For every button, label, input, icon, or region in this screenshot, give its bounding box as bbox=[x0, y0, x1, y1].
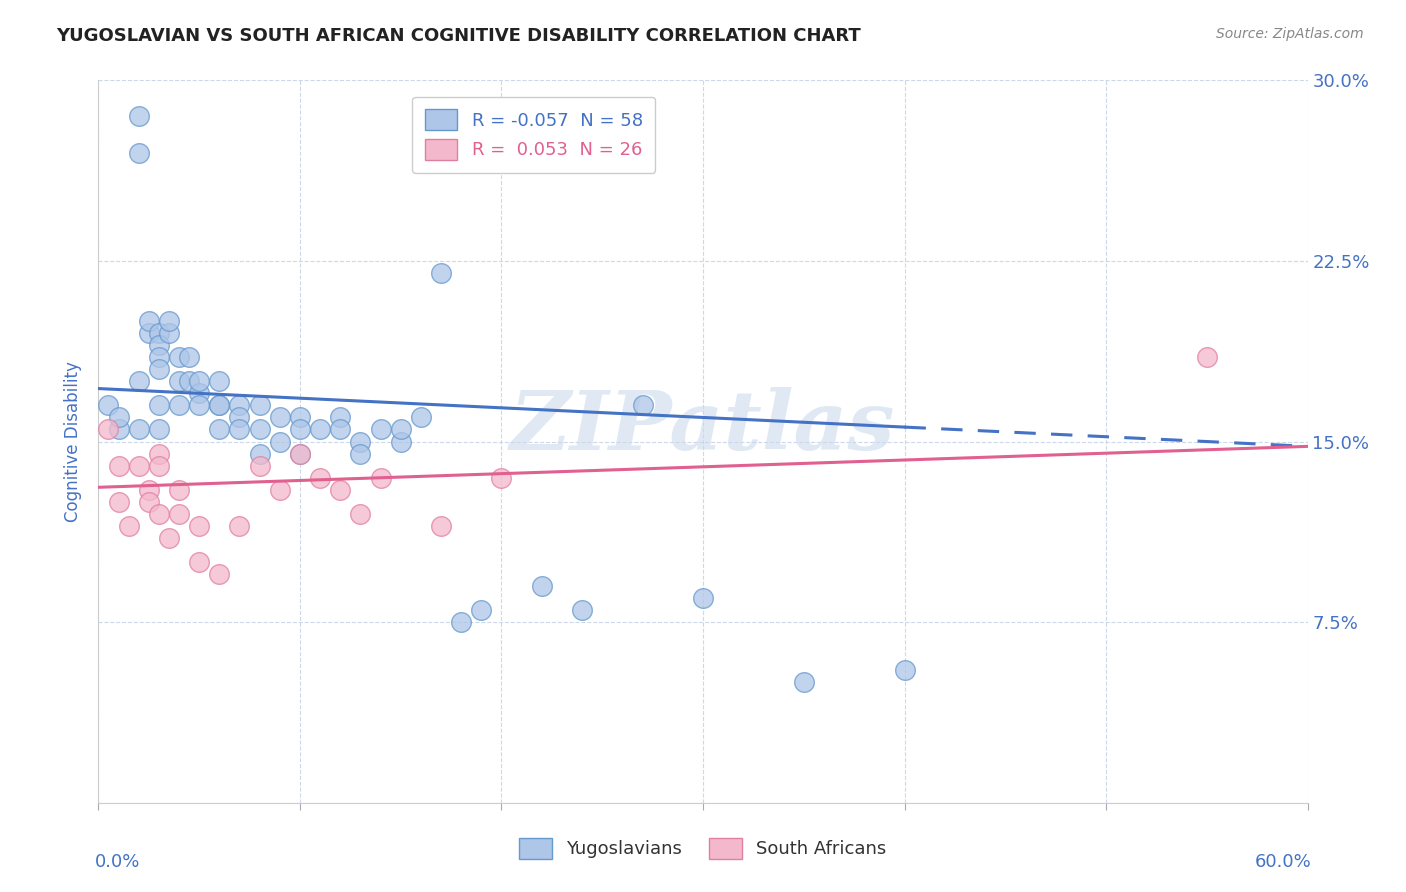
Point bbox=[208, 374, 231, 388]
Point bbox=[349, 446, 371, 460]
Point bbox=[167, 483, 190, 497]
Point bbox=[530, 579, 553, 593]
Point bbox=[97, 398, 120, 412]
Point bbox=[138, 314, 160, 328]
Point bbox=[409, 410, 432, 425]
Point bbox=[167, 350, 190, 364]
Point bbox=[389, 422, 412, 436]
Point bbox=[128, 458, 150, 473]
Point bbox=[329, 410, 352, 425]
Point bbox=[107, 458, 129, 473]
Point bbox=[138, 326, 160, 340]
Text: YUGOSLAVIAN VS SOUTH AFRICAN COGNITIVE DISABILITY CORRELATION CHART: YUGOSLAVIAN VS SOUTH AFRICAN COGNITIVE D… bbox=[56, 27, 860, 45]
Point bbox=[430, 518, 453, 533]
Text: Source: ZipAtlas.com: Source: ZipAtlas.com bbox=[1216, 27, 1364, 41]
Point bbox=[228, 422, 250, 436]
Point bbox=[148, 398, 170, 412]
Point bbox=[329, 422, 352, 436]
Point bbox=[249, 458, 271, 473]
Point bbox=[148, 507, 170, 521]
Point bbox=[228, 410, 250, 425]
Point bbox=[450, 615, 472, 630]
Point bbox=[167, 398, 190, 412]
Point bbox=[188, 518, 211, 533]
Point bbox=[249, 398, 271, 412]
Point bbox=[188, 386, 211, 401]
Point bbox=[208, 398, 231, 412]
Point bbox=[288, 410, 311, 425]
Point bbox=[118, 518, 141, 533]
Point bbox=[138, 483, 160, 497]
Point bbox=[349, 507, 371, 521]
Point bbox=[208, 398, 231, 412]
Point bbox=[491, 470, 513, 484]
Text: 0.0%: 0.0% bbox=[94, 854, 141, 871]
Point bbox=[228, 398, 250, 412]
Point bbox=[269, 483, 291, 497]
Y-axis label: Cognitive Disability: Cognitive Disability bbox=[65, 361, 83, 522]
Point bbox=[631, 398, 654, 412]
Point bbox=[208, 422, 231, 436]
Point bbox=[188, 398, 211, 412]
Point bbox=[148, 362, 170, 376]
Point bbox=[571, 603, 593, 617]
Point bbox=[148, 422, 170, 436]
Point bbox=[157, 314, 180, 328]
Point bbox=[370, 470, 392, 484]
Point bbox=[329, 483, 352, 497]
Point bbox=[692, 591, 714, 605]
Point bbox=[269, 434, 291, 449]
Point bbox=[249, 446, 271, 460]
Point bbox=[157, 326, 180, 340]
Point bbox=[389, 434, 412, 449]
Point bbox=[107, 494, 129, 508]
Point bbox=[370, 422, 392, 436]
Point bbox=[288, 446, 311, 460]
Point bbox=[148, 458, 170, 473]
Point bbox=[1195, 350, 1218, 364]
Point bbox=[128, 109, 150, 123]
Point bbox=[128, 374, 150, 388]
Point bbox=[430, 266, 453, 280]
Legend: Yugoslavians, South Africans: Yugoslavians, South Africans bbox=[512, 830, 894, 866]
Point bbox=[179, 350, 201, 364]
Point bbox=[107, 422, 129, 436]
Text: 60.0%: 60.0% bbox=[1254, 854, 1312, 871]
Text: ZIPatlas: ZIPatlas bbox=[510, 387, 896, 467]
Point bbox=[167, 374, 190, 388]
Point bbox=[288, 446, 311, 460]
Point bbox=[228, 518, 250, 533]
Point bbox=[167, 507, 190, 521]
Point bbox=[128, 422, 150, 436]
Point bbox=[893, 664, 915, 678]
Point bbox=[309, 422, 332, 436]
Point bbox=[107, 410, 129, 425]
Point bbox=[470, 603, 492, 617]
Point bbox=[148, 446, 170, 460]
Point bbox=[148, 338, 170, 352]
Point bbox=[269, 410, 291, 425]
Point bbox=[148, 326, 170, 340]
Point bbox=[309, 470, 332, 484]
Point bbox=[793, 675, 815, 690]
Point bbox=[138, 494, 160, 508]
Point bbox=[179, 374, 201, 388]
Point bbox=[97, 422, 120, 436]
Point bbox=[188, 374, 211, 388]
Point bbox=[157, 531, 180, 545]
Point bbox=[249, 422, 271, 436]
Point bbox=[208, 567, 231, 582]
Point bbox=[128, 145, 150, 160]
Point bbox=[349, 434, 371, 449]
Point bbox=[148, 350, 170, 364]
Point bbox=[188, 555, 211, 569]
Point bbox=[288, 422, 311, 436]
